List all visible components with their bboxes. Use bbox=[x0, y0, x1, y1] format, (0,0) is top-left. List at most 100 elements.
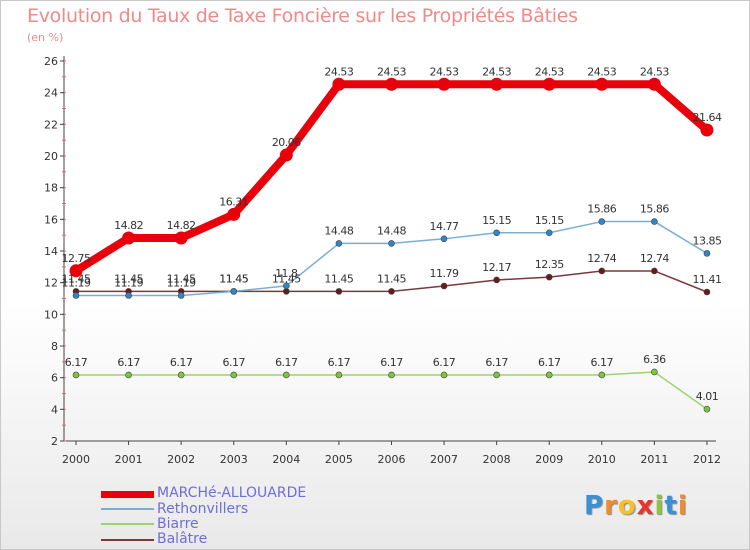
data-point bbox=[177, 292, 185, 299]
data-label: 11.45 bbox=[167, 272, 196, 285]
x-tick-label: 2007 bbox=[430, 453, 458, 466]
data-label: 15.86 bbox=[587, 203, 616, 216]
data-point bbox=[125, 371, 132, 379]
y-tick-label: 10 bbox=[44, 308, 58, 321]
x-tick-label: 2000 bbox=[62, 453, 90, 466]
data-point bbox=[440, 235, 448, 243]
data-point bbox=[493, 229, 500, 237]
data-label: 11.45 bbox=[114, 272, 143, 285]
data-label: 6.17 bbox=[117, 356, 140, 369]
data-label: 6.17 bbox=[433, 356, 456, 369]
data-label: 14.77 bbox=[430, 220, 459, 233]
data-point bbox=[332, 77, 346, 91]
y-tick-label: 6 bbox=[51, 372, 58, 385]
data-label: 4.01 bbox=[696, 390, 719, 403]
x-tick-label: 2001 bbox=[115, 453, 143, 466]
data-point bbox=[647, 77, 661, 91]
data-point bbox=[122, 231, 136, 245]
legend-swatch-rethonvillers bbox=[101, 508, 154, 510]
y-tick-label: 20 bbox=[44, 150, 58, 163]
x-tick-label: 2010 bbox=[588, 453, 616, 466]
data-label: 12.35 bbox=[535, 258, 564, 271]
data-label: 15.15 bbox=[482, 214, 511, 227]
y-tick-label: 4 bbox=[51, 403, 58, 416]
logo-letter: r bbox=[604, 491, 618, 521]
data-label: 11.79 bbox=[430, 267, 459, 280]
x-tick-label: 2005 bbox=[325, 453, 353, 466]
data-label: 20.06 bbox=[272, 136, 301, 149]
data-point bbox=[440, 371, 448, 379]
data-label: 13.85 bbox=[692, 234, 721, 247]
data-label: 11.19 bbox=[167, 276, 196, 289]
data-label: 15.15 bbox=[535, 214, 564, 227]
data-point bbox=[230, 288, 238, 295]
data-point bbox=[177, 371, 185, 379]
logo-letter: x bbox=[636, 491, 655, 521]
data-point bbox=[335, 288, 343, 295]
data-label: 6.17 bbox=[538, 356, 561, 369]
data-label: 11.45 bbox=[62, 272, 91, 285]
data-point bbox=[72, 371, 80, 379]
data-point bbox=[651, 267, 658, 275]
chart-title: Evolution du Taux de Taxe Foncière sur l… bbox=[27, 5, 578, 27]
data-point bbox=[227, 207, 241, 221]
data-label: 6.17 bbox=[65, 356, 88, 369]
data-label: 11.19 bbox=[114, 276, 143, 289]
x-tick-label: 2003 bbox=[220, 453, 248, 466]
data-label: 11.45 bbox=[377, 272, 406, 285]
data-point bbox=[384, 77, 398, 91]
data-label: 24.53 bbox=[640, 65, 669, 78]
data-label: 12.74 bbox=[587, 252, 616, 265]
data-label: 24.53 bbox=[377, 65, 406, 78]
data-label: 6.17 bbox=[328, 356, 351, 369]
legend-label-marche-allouarde: MARCHé-ALLOUARDE bbox=[157, 485, 307, 501]
data-label: 12.75 bbox=[62, 252, 91, 265]
data-label: 24.53 bbox=[324, 65, 353, 78]
y-tick-label: 18 bbox=[44, 182, 58, 195]
data-point bbox=[490, 77, 504, 91]
logo-letter: o bbox=[617, 491, 637, 521]
data-point bbox=[174, 231, 188, 245]
data-label: 6.17 bbox=[485, 356, 508, 369]
data-label: 6.17 bbox=[380, 356, 403, 369]
x-tick-label: 2004 bbox=[272, 453, 300, 466]
y-tick-label: 26 bbox=[44, 55, 58, 68]
logo-letter: i bbox=[677, 491, 688, 521]
data-label: 12.74 bbox=[640, 252, 669, 265]
legend-label-balatre: Balâtre bbox=[157, 531, 208, 547]
y-tick-label: 8 bbox=[51, 340, 58, 353]
data-point bbox=[542, 77, 556, 91]
data-point bbox=[279, 148, 293, 162]
data-point bbox=[703, 288, 711, 296]
y-tick-label: 12 bbox=[44, 277, 58, 290]
data-point bbox=[545, 273, 553, 281]
logo-letter: P bbox=[584, 491, 605, 521]
data-point bbox=[651, 218, 658, 225]
x-tick-label: 2002 bbox=[167, 453, 195, 466]
logo-letter: t bbox=[664, 491, 678, 521]
data-point bbox=[335, 240, 343, 247]
x-tick-label: 2011 bbox=[640, 453, 668, 466]
legend-label-rethonvillers: Rethonvillers bbox=[157, 501, 249, 517]
data-point bbox=[437, 77, 451, 91]
data-label: 21.64 bbox=[692, 111, 721, 124]
data-label: 15.86 bbox=[640, 203, 669, 216]
data-point bbox=[595, 77, 609, 91]
legend-swatch-biarre bbox=[101, 523, 154, 525]
data-label: 14.82 bbox=[114, 219, 143, 232]
data-point bbox=[388, 288, 395, 295]
data-point bbox=[703, 250, 711, 257]
data-label: 6.36 bbox=[643, 353, 666, 366]
data-point bbox=[69, 264, 83, 278]
data-point bbox=[283, 371, 290, 379]
data-label: 6.17 bbox=[591, 356, 614, 369]
data-label: 24.53 bbox=[430, 65, 459, 78]
data-label: 14.48 bbox=[377, 224, 406, 237]
data-label: 11.45 bbox=[219, 272, 248, 285]
data-label: 24.53 bbox=[587, 65, 616, 78]
data-label: 6.17 bbox=[222, 356, 245, 369]
data-label: 24.53 bbox=[482, 65, 511, 78]
data-point bbox=[598, 267, 606, 275]
data-label: 11.8 bbox=[275, 267, 298, 280]
